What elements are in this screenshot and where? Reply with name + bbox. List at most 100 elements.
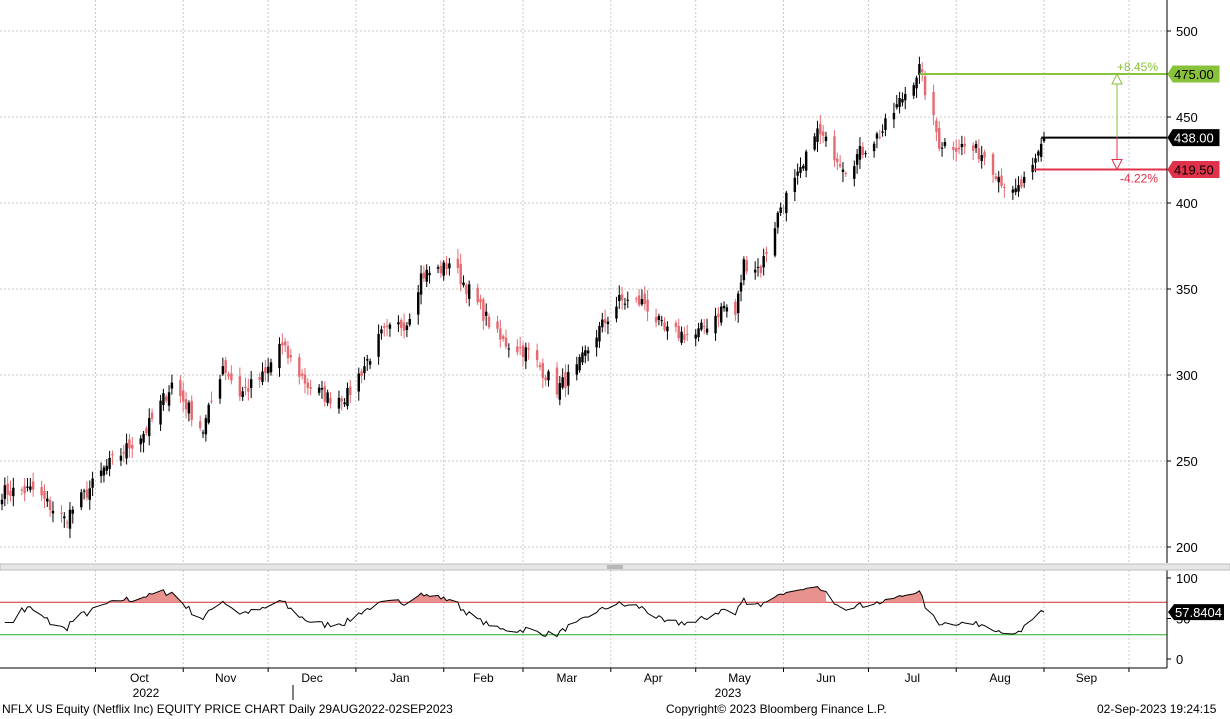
candle xyxy=(736,290,740,323)
candle xyxy=(722,301,726,312)
candle xyxy=(266,358,270,383)
candle xyxy=(918,56,921,84)
candle xyxy=(759,264,763,278)
candle xyxy=(484,303,488,326)
last-price-tag xyxy=(1167,129,1220,147)
candle xyxy=(623,297,627,310)
candle xyxy=(725,304,729,318)
candle xyxy=(6,475,9,505)
candle xyxy=(108,450,111,477)
candle xyxy=(615,296,618,323)
candle xyxy=(20,487,24,496)
chart-title: NFLX US Equity (Netflix Inc) EQUITY PRIC… xyxy=(2,702,453,716)
candle xyxy=(1037,149,1040,162)
pct-change-down: -4.22% xyxy=(1120,171,1158,185)
candle xyxy=(159,394,162,432)
candle xyxy=(439,260,443,278)
candle xyxy=(63,512,66,528)
y-tick-label: 300 xyxy=(1176,368,1198,383)
candle xyxy=(320,380,324,399)
chart-grid xyxy=(0,0,1167,667)
candle xyxy=(527,342,530,360)
candle xyxy=(938,120,941,152)
candle xyxy=(756,258,760,277)
candle xyxy=(694,329,697,347)
candle xyxy=(1022,171,1026,188)
candle xyxy=(660,315,663,327)
candle xyxy=(323,381,327,407)
candle xyxy=(181,382,185,412)
candle xyxy=(165,394,168,403)
candle xyxy=(448,257,451,276)
candle xyxy=(971,142,975,161)
candle xyxy=(122,444,125,463)
candle xyxy=(524,342,528,369)
target-up-label: 475.00 xyxy=(1174,67,1214,82)
candle xyxy=(125,433,128,465)
candle xyxy=(244,377,247,396)
candle xyxy=(943,138,947,149)
candle xyxy=(635,296,638,303)
candle xyxy=(65,519,69,529)
candle xyxy=(278,337,281,377)
candle xyxy=(538,361,542,371)
candle xyxy=(405,321,409,338)
candle xyxy=(425,264,428,288)
candle xyxy=(210,391,213,404)
candle xyxy=(686,324,689,342)
candle xyxy=(261,362,264,386)
candle xyxy=(824,131,828,147)
candle xyxy=(858,137,862,169)
y-tick-label: 250 xyxy=(1176,454,1198,469)
osc-overbought-area xyxy=(109,589,181,603)
candle xyxy=(793,169,797,202)
candle xyxy=(997,171,1000,193)
candle xyxy=(340,395,344,411)
candle xyxy=(496,315,499,333)
last-price-label: 438.00 xyxy=(1174,131,1214,146)
candle xyxy=(23,477,26,502)
candle xyxy=(366,354,369,371)
candle xyxy=(1011,185,1015,200)
candle xyxy=(1039,138,1043,162)
candle xyxy=(224,356,227,381)
candle xyxy=(283,337,287,353)
candle xyxy=(734,298,737,321)
price-chart: +8.45% -4.22% 200250300350400450500050100… xyxy=(0,0,1230,700)
candle xyxy=(281,333,284,355)
candle xyxy=(578,354,581,373)
candle xyxy=(957,139,961,154)
candle xyxy=(717,306,720,328)
candle xyxy=(139,435,142,453)
candle xyxy=(765,246,768,263)
candle xyxy=(286,340,290,365)
candle xyxy=(567,364,570,395)
candle xyxy=(773,221,777,258)
candle xyxy=(702,318,706,335)
candle xyxy=(230,365,233,385)
candle xyxy=(462,275,465,288)
x-month-label: Nov xyxy=(215,671,236,685)
candle xyxy=(85,481,89,501)
candle xyxy=(317,384,321,396)
candle xyxy=(753,261,757,280)
candle xyxy=(68,502,72,539)
candle xyxy=(796,163,799,185)
osc-last-value-label: 57.8404 xyxy=(1175,605,1222,620)
candle xyxy=(654,308,658,328)
candle xyxy=(29,477,32,493)
candle xyxy=(119,448,123,466)
target-down-tag xyxy=(1167,160,1220,178)
target-up-tag xyxy=(1167,65,1220,83)
candle xyxy=(895,94,898,110)
y-tick-label: 400 xyxy=(1176,196,1198,211)
candle xyxy=(368,358,372,370)
candle xyxy=(923,70,927,101)
candle xyxy=(977,139,981,163)
x-month-label: Mar xyxy=(557,671,578,685)
candle xyxy=(349,379,352,404)
candle xyxy=(541,358,545,389)
candle xyxy=(782,204,785,215)
pct-change-up: +8.45% xyxy=(1117,60,1158,74)
x-month-label: May xyxy=(728,671,751,685)
